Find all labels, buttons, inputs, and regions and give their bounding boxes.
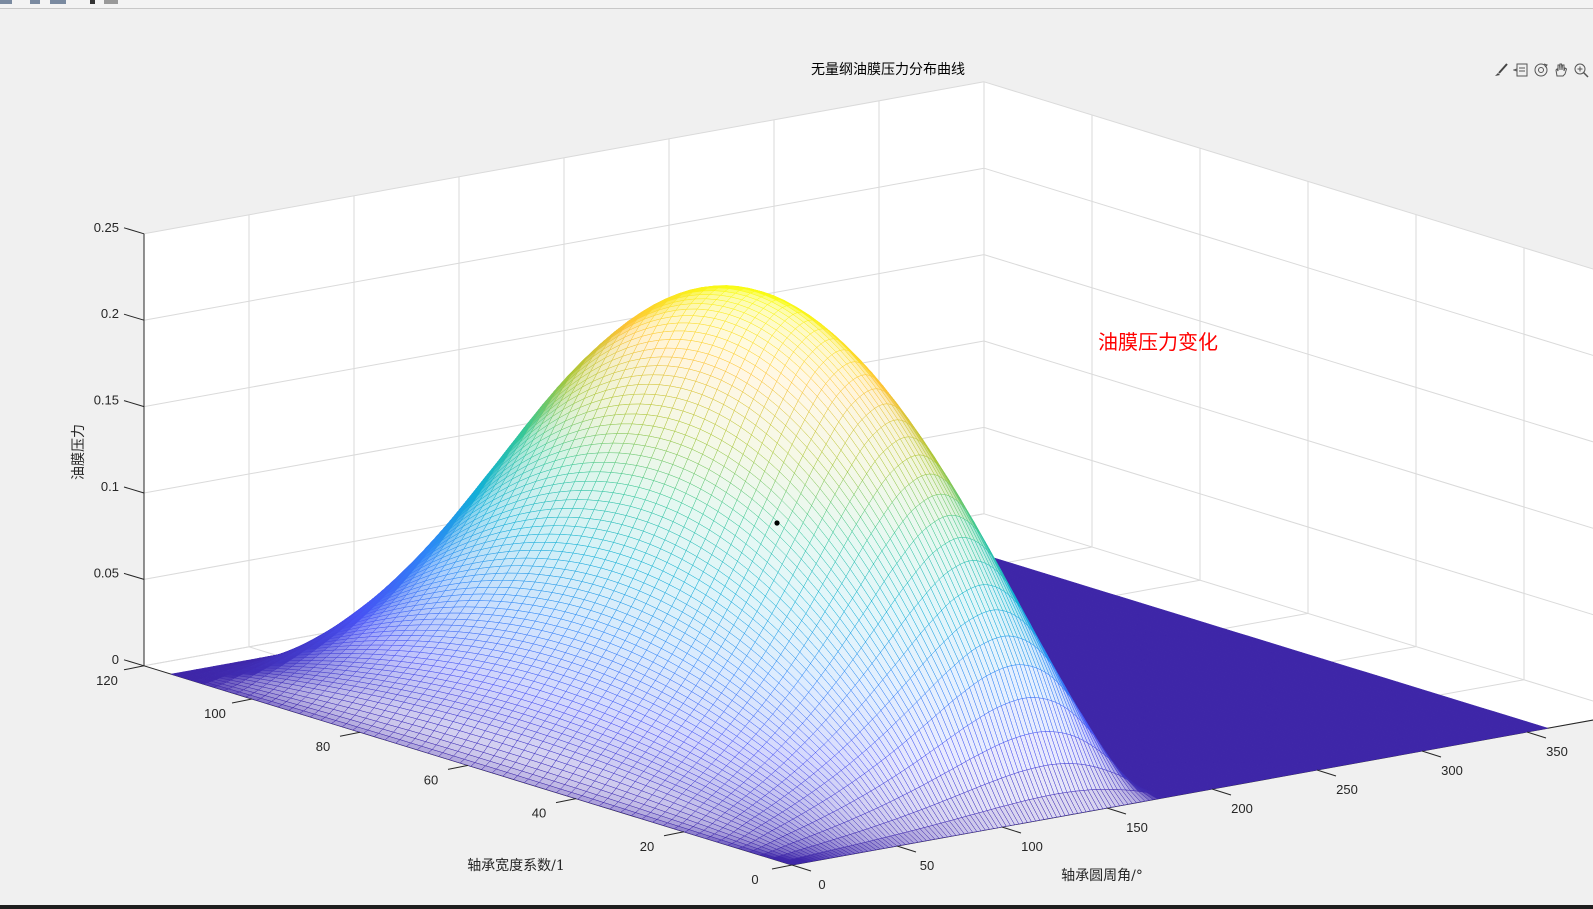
toolbar-icon-fragment[interactable] bbox=[0, 0, 12, 4]
gridline-z-back bbox=[143, 81, 985, 235]
toolbar-icon-fragment[interactable] bbox=[30, 0, 40, 4]
surface-mesh bbox=[170, 285, 1549, 866]
gridline-z-side bbox=[983, 513, 1593, 702]
gridline-z-back bbox=[143, 167, 985, 321]
gridline-z-side bbox=[983, 167, 1593, 356]
gridline-z-side bbox=[983, 426, 1593, 616]
side-wall bbox=[984, 81, 1593, 702]
gridline-z-side bbox=[983, 81, 1593, 270]
gridline-z-side bbox=[983, 254, 1593, 443]
figure-toolbar-strip bbox=[0, 0, 1593, 9]
gridline-z-side bbox=[983, 340, 1593, 529]
toolbar-icon-fragment[interactable] bbox=[90, 0, 95, 4]
toolbar-icon-fragment[interactable] bbox=[50, 0, 66, 4]
gridline-z-back bbox=[143, 254, 985, 408]
toolbar-icon-fragment[interactable] bbox=[104, 0, 118, 4]
